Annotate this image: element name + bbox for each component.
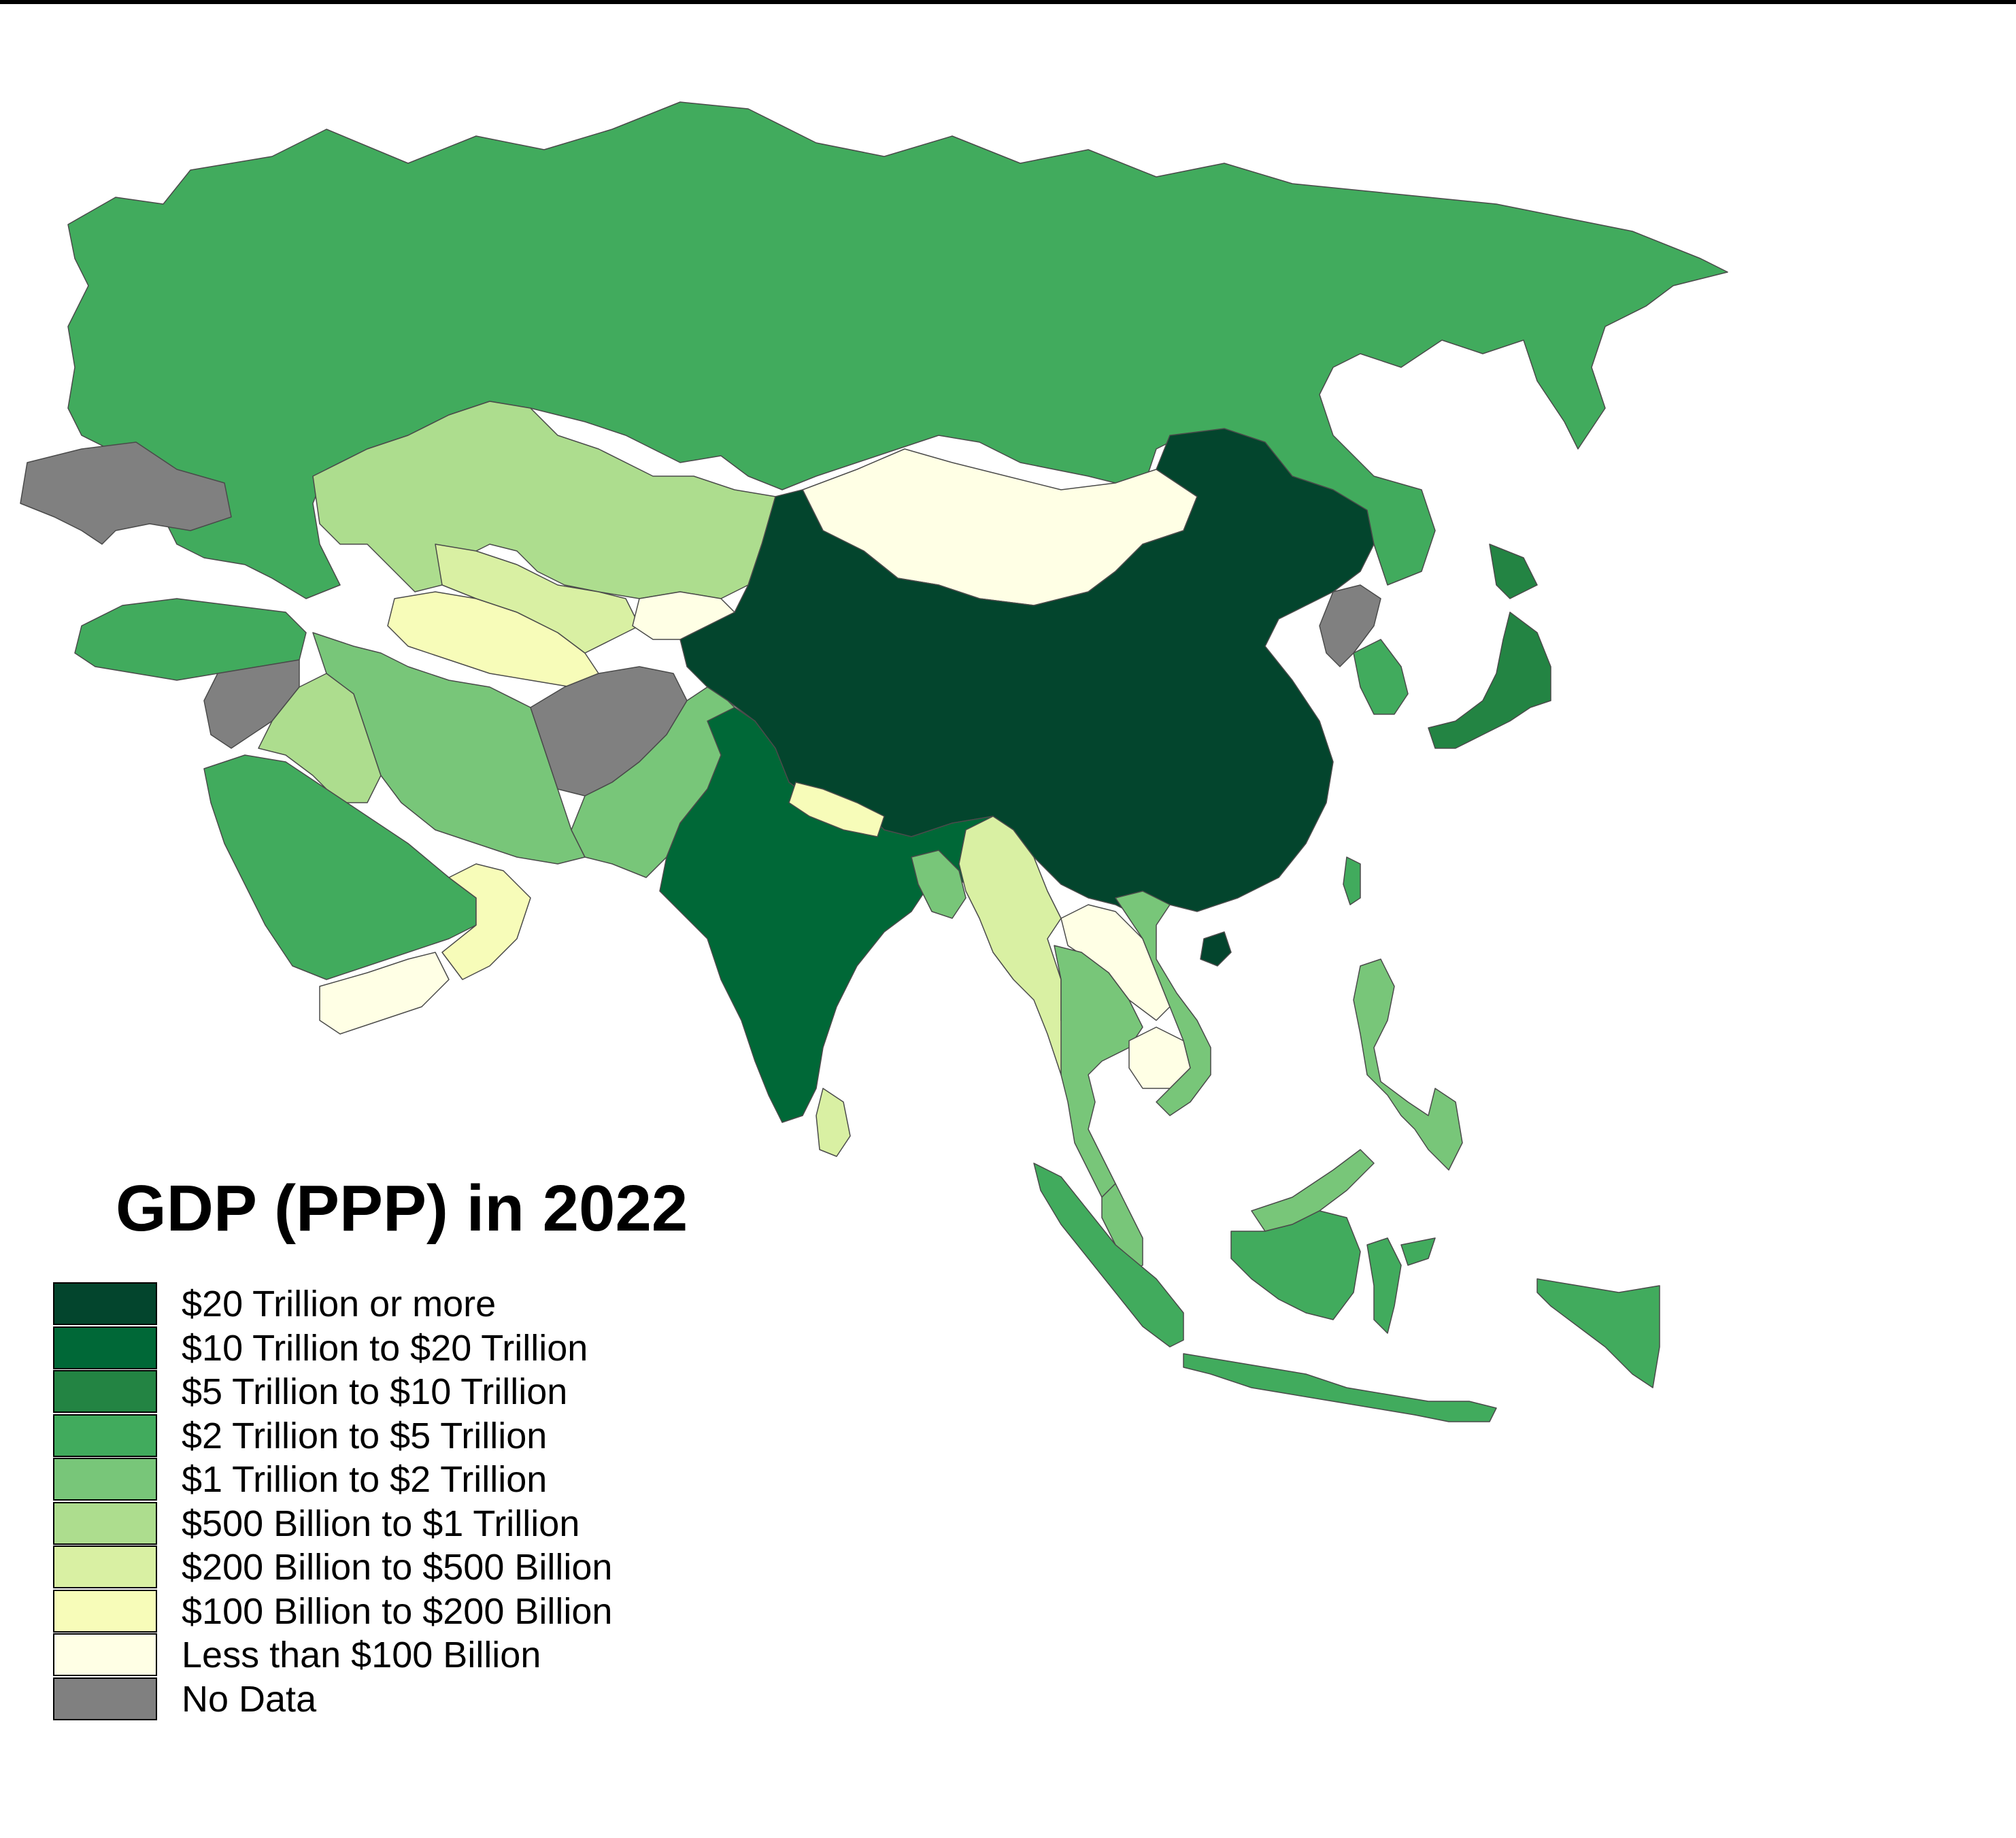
map-title: GDP (PPP) in 2022 [116,1172,688,1245]
legend-item: No Data [53,1677,612,1722]
region-oman [441,863,531,980]
legend-item: Less than $100 Billion [53,1633,612,1677]
region-yemen [319,952,450,1035]
legend-swatch [53,1545,157,1589]
region-vietnam [1115,890,1211,1116]
region-philippines [1353,958,1463,1171]
region-uzbekistan [435,544,640,654]
legend-label: $10 Trillion to $20 Trillion [182,1327,588,1369]
region-japan [1428,544,1551,749]
legend-item: $20 Trillion or more [53,1282,612,1326]
legend-label: $100 Billion to $200 Billion [182,1590,613,1632]
legend-swatch [53,1370,157,1414]
legend-label: $1 Trillion to $2 Trillion [182,1459,548,1501]
legend-label: $200 Billion to $500 Billion [182,1547,613,1588]
region-saudi-arabia [203,754,477,980]
legend-swatch [53,1501,157,1545]
region-iraq [258,673,382,803]
legend-swatch [53,1458,157,1501]
legend-swatch [53,1282,157,1326]
region-taiwan [1343,856,1361,905]
region-kyrgyzstan [632,591,735,640]
legend-item: $5 Trillion to $10 Trillion [53,1370,612,1414]
legend-item: $2 Trillion to $5 Trillion [53,1414,612,1458]
region-russia [67,101,1728,599]
legend-label: $2 Trillion to $5 Trillion [182,1415,548,1456]
top-border [0,0,2016,4]
legend-item: $100 Billion to $200 Billion [53,1589,613,1634]
legend-label: $500 Billion to $1 Trillion [182,1503,580,1544]
legend-swatch [53,1414,157,1457]
legend-swatch [53,1633,157,1677]
region-hainan [1200,931,1232,967]
region-ukraine [20,441,232,545]
legend: $20 Trillion or more $10 Trillion to $20… [53,1282,612,1721]
region-nepal [788,782,885,837]
legend-label: $5 Trillion to $10 Trillion [182,1371,568,1413]
legend-label: Less than $100 Billion [182,1635,541,1676]
legend-item: $1 Trillion to $2 Trillion [53,1458,612,1502]
legend-swatch [53,1677,157,1720]
region-bangladesh [911,850,967,919]
legend-item: $200 Billion to $500 Billion [53,1545,612,1590]
region-indonesia [1033,1163,1660,1422]
legend-swatch [53,1326,157,1369]
legend-item: $500 Billion to $1 Trillion [53,1501,612,1546]
region-thailand [1054,945,1143,1198]
region-sri-lanka [816,1088,851,1157]
legend-label: $20 Trillion or more [182,1284,497,1325]
legend-label: No Data [182,1678,317,1720]
legend-item: $10 Trillion to $20 Trillion [53,1326,612,1371]
legend-swatch [53,1589,157,1633]
region-south-korea [1353,639,1409,715]
